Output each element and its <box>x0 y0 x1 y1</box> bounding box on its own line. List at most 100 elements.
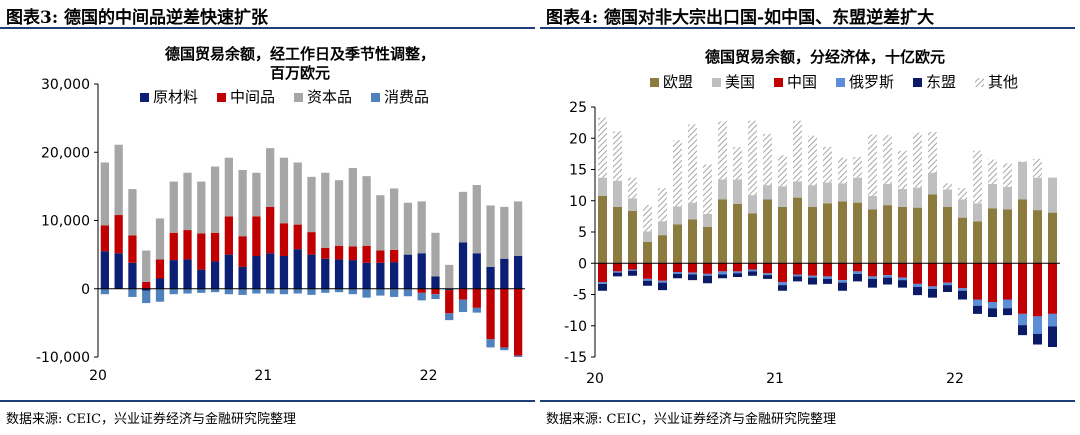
bar-segment <box>224 216 233 255</box>
bar-segment <box>808 277 817 285</box>
bar-segment <box>238 236 247 267</box>
bar-segment <box>1033 316 1042 334</box>
y-tick-label: 15 <box>569 163 587 179</box>
bar-segment <box>643 205 652 232</box>
bar-segment <box>458 299 468 312</box>
bar-segment <box>224 157 233 217</box>
bar-segment <box>445 288 454 291</box>
bar-segment <box>445 264 454 289</box>
bar-segment <box>472 253 481 289</box>
bar-segment <box>598 263 607 282</box>
bar-segment <box>763 185 772 200</box>
bar-segment <box>763 273 772 276</box>
bar-segment <box>733 147 742 180</box>
bar-segment <box>673 263 682 272</box>
bar-segment <box>445 313 454 321</box>
legend-label: 中国 <box>787 73 817 91</box>
bar-segment <box>808 275 817 278</box>
bar-segment <box>973 305 982 314</box>
bar-segment <box>613 272 622 277</box>
legend-label: 消费品 <box>384 88 429 106</box>
bar-segment <box>513 201 523 256</box>
bar-segment <box>763 133 772 186</box>
right-bottom-rule <box>540 400 1075 402</box>
bar-segment <box>334 288 344 293</box>
bar-segment <box>417 292 426 301</box>
x-tick-label: 20 <box>89 368 107 384</box>
bar-segment <box>100 225 110 252</box>
bar-segment <box>793 197 802 264</box>
bar-segment <box>169 260 178 289</box>
chart-title-line: 德国贸易余额，经工作日及季节性调整， <box>165 45 435 63</box>
bar-segment <box>973 150 982 204</box>
bar-segment <box>868 263 877 277</box>
bar-segment <box>793 120 802 182</box>
legend-label: 美国 <box>725 73 755 91</box>
bar-segment <box>169 288 178 295</box>
bar-segment <box>868 276 877 279</box>
bar-segment <box>838 201 847 264</box>
bar-segment <box>293 249 302 289</box>
bar-segment <box>348 167 357 247</box>
bar-segment <box>197 288 206 293</box>
bar-segment <box>362 288 371 298</box>
bar-segment <box>128 189 137 236</box>
bar-segment <box>128 235 137 263</box>
bar-segment <box>778 285 787 291</box>
bar-segment <box>458 288 468 300</box>
bar-segment <box>718 263 727 272</box>
bar-segment <box>868 134 877 196</box>
bar-segment <box>748 213 757 264</box>
bar-segment <box>1018 313 1027 326</box>
y-tick-label: 10,000 <box>41 214 90 230</box>
bar-segment <box>778 155 787 187</box>
bar-segment <box>658 263 667 281</box>
bar-segment <box>390 249 399 263</box>
bar-segment <box>500 206 509 259</box>
right-source-note: 数据来源: CEIC，兴业证券经济与金融研究院整理 <box>546 412 837 427</box>
y-tick-label: 20,000 <box>41 145 90 161</box>
bar-segment <box>688 219 697 264</box>
bar-segment <box>838 183 847 202</box>
bar-segment <box>838 157 847 184</box>
bar-segment <box>688 274 697 281</box>
bar-segment <box>486 266 495 289</box>
bar-segment <box>598 282 607 284</box>
bar-segment <box>1033 210 1042 264</box>
bar-segment <box>748 195 757 214</box>
right-panel-title: 图表4: 德国对非大宗出口国-如中国、东盟逆差扩大 <box>546 8 935 28</box>
bar-segment <box>431 232 440 277</box>
bar-segment <box>128 262 137 289</box>
bar-segment <box>376 195 385 251</box>
bar-segment <box>958 188 967 200</box>
bar-segment <box>1033 158 1042 178</box>
bar-segment <box>913 132 922 188</box>
bar-segment <box>238 266 247 289</box>
bar-segment <box>252 288 261 294</box>
bar-segment <box>913 263 922 284</box>
bar-segment <box>928 194 937 264</box>
bar-segment <box>1003 263 1012 300</box>
x-tick-label: 22 <box>946 371 964 387</box>
bar-segment <box>362 245 371 263</box>
legend-swatch <box>975 78 984 87</box>
bar-segment <box>928 288 937 298</box>
bar-segment <box>913 287 922 296</box>
x-tick-label: 22 <box>420 368 438 384</box>
bar-segment <box>252 172 261 217</box>
bar-segment <box>238 288 247 295</box>
right-top-rule <box>540 27 1075 29</box>
x-tick-label: 21 <box>254 368 272 384</box>
bar-segment <box>733 273 742 277</box>
bar-segment <box>390 262 399 289</box>
bar-segment <box>733 179 742 204</box>
bar-segment <box>688 202 697 220</box>
bar-segment <box>1018 325 1027 336</box>
bar-segment <box>793 274 802 277</box>
bar-segment <box>513 255 523 289</box>
bar-segment <box>197 269 206 289</box>
bar-segment <box>988 208 997 264</box>
bar-segment <box>958 290 967 300</box>
bar-segment <box>958 199 967 218</box>
bar-segment <box>1003 308 1012 316</box>
